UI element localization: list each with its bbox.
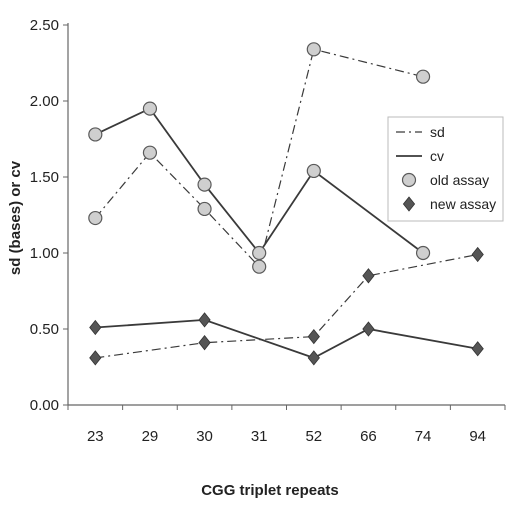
legend-label: old assay xyxy=(430,172,489,188)
y-tick-labels: 0.00 0.50 1.00 1.50 2.00 2.50 xyxy=(30,17,59,414)
x-tick-label: 94 xyxy=(469,428,486,445)
axes xyxy=(63,23,506,410)
data-point-diamond xyxy=(471,246,484,263)
y-tick-label: 1.50 xyxy=(30,169,59,186)
x-tick-label: 66 xyxy=(360,428,377,445)
data-point-circle xyxy=(252,245,267,261)
y-tick-label: 1.00 xyxy=(30,245,59,262)
y-axis-title: sd (bases) or cv xyxy=(7,160,24,275)
x-tick-label: 52 xyxy=(305,428,322,445)
data-point-diamond xyxy=(198,312,211,328)
legend-swatch-diamond xyxy=(402,196,416,212)
legend: sd cv old assay new assay xyxy=(387,116,504,222)
series-markers xyxy=(88,42,484,366)
data-point-diamond xyxy=(89,350,102,366)
x-tick-label: 31 xyxy=(251,428,268,445)
data-point-circle xyxy=(252,259,267,274)
data-point-circle xyxy=(197,201,212,217)
legend-label: cv xyxy=(430,148,444,164)
x-axis-title: CGG triplet repeats xyxy=(201,482,339,499)
legend-label: new assay xyxy=(430,196,496,212)
data-point-diamond xyxy=(362,321,375,337)
y-tick-label: 2.00 xyxy=(30,93,59,110)
data-point-circle xyxy=(306,42,321,57)
series-line-cv-old-assay xyxy=(94,107,424,255)
y-tick-label: 0.00 xyxy=(30,397,59,414)
data-point-circle xyxy=(306,163,321,179)
series-line-sd-new-assay xyxy=(95,253,478,359)
data-point-circle xyxy=(142,101,158,116)
data-point-circle xyxy=(88,127,103,142)
x-tick-label: 74 xyxy=(415,428,432,445)
legend-swatch-circle xyxy=(401,172,417,188)
data-point-diamond xyxy=(307,350,320,366)
x-tick-label: 23 xyxy=(87,428,104,445)
data-point-circle xyxy=(197,177,212,192)
data-point-circle xyxy=(415,69,431,84)
x-tick-labels: 23 29 30 31 52 66 74 94 xyxy=(87,428,486,445)
legend-label: sd xyxy=(430,124,445,140)
data-point-diamond xyxy=(471,341,484,357)
y-tick-label: 2.50 xyxy=(30,17,59,34)
data-point-circle xyxy=(88,210,103,226)
y-tick-label: 0.50 xyxy=(30,321,59,338)
data-point-circle xyxy=(415,245,431,261)
data-point-circle xyxy=(142,145,158,160)
data-point-diamond xyxy=(307,328,320,345)
x-tick-label: 29 xyxy=(142,428,159,445)
data-point-diamond xyxy=(89,319,102,336)
x-tick-label: 30 xyxy=(196,428,213,445)
series-line-cv-new-assay xyxy=(95,318,478,359)
series-line-sd-old-assay xyxy=(94,48,424,268)
data-point-diamond xyxy=(362,268,375,284)
data-point-diamond xyxy=(198,335,211,351)
